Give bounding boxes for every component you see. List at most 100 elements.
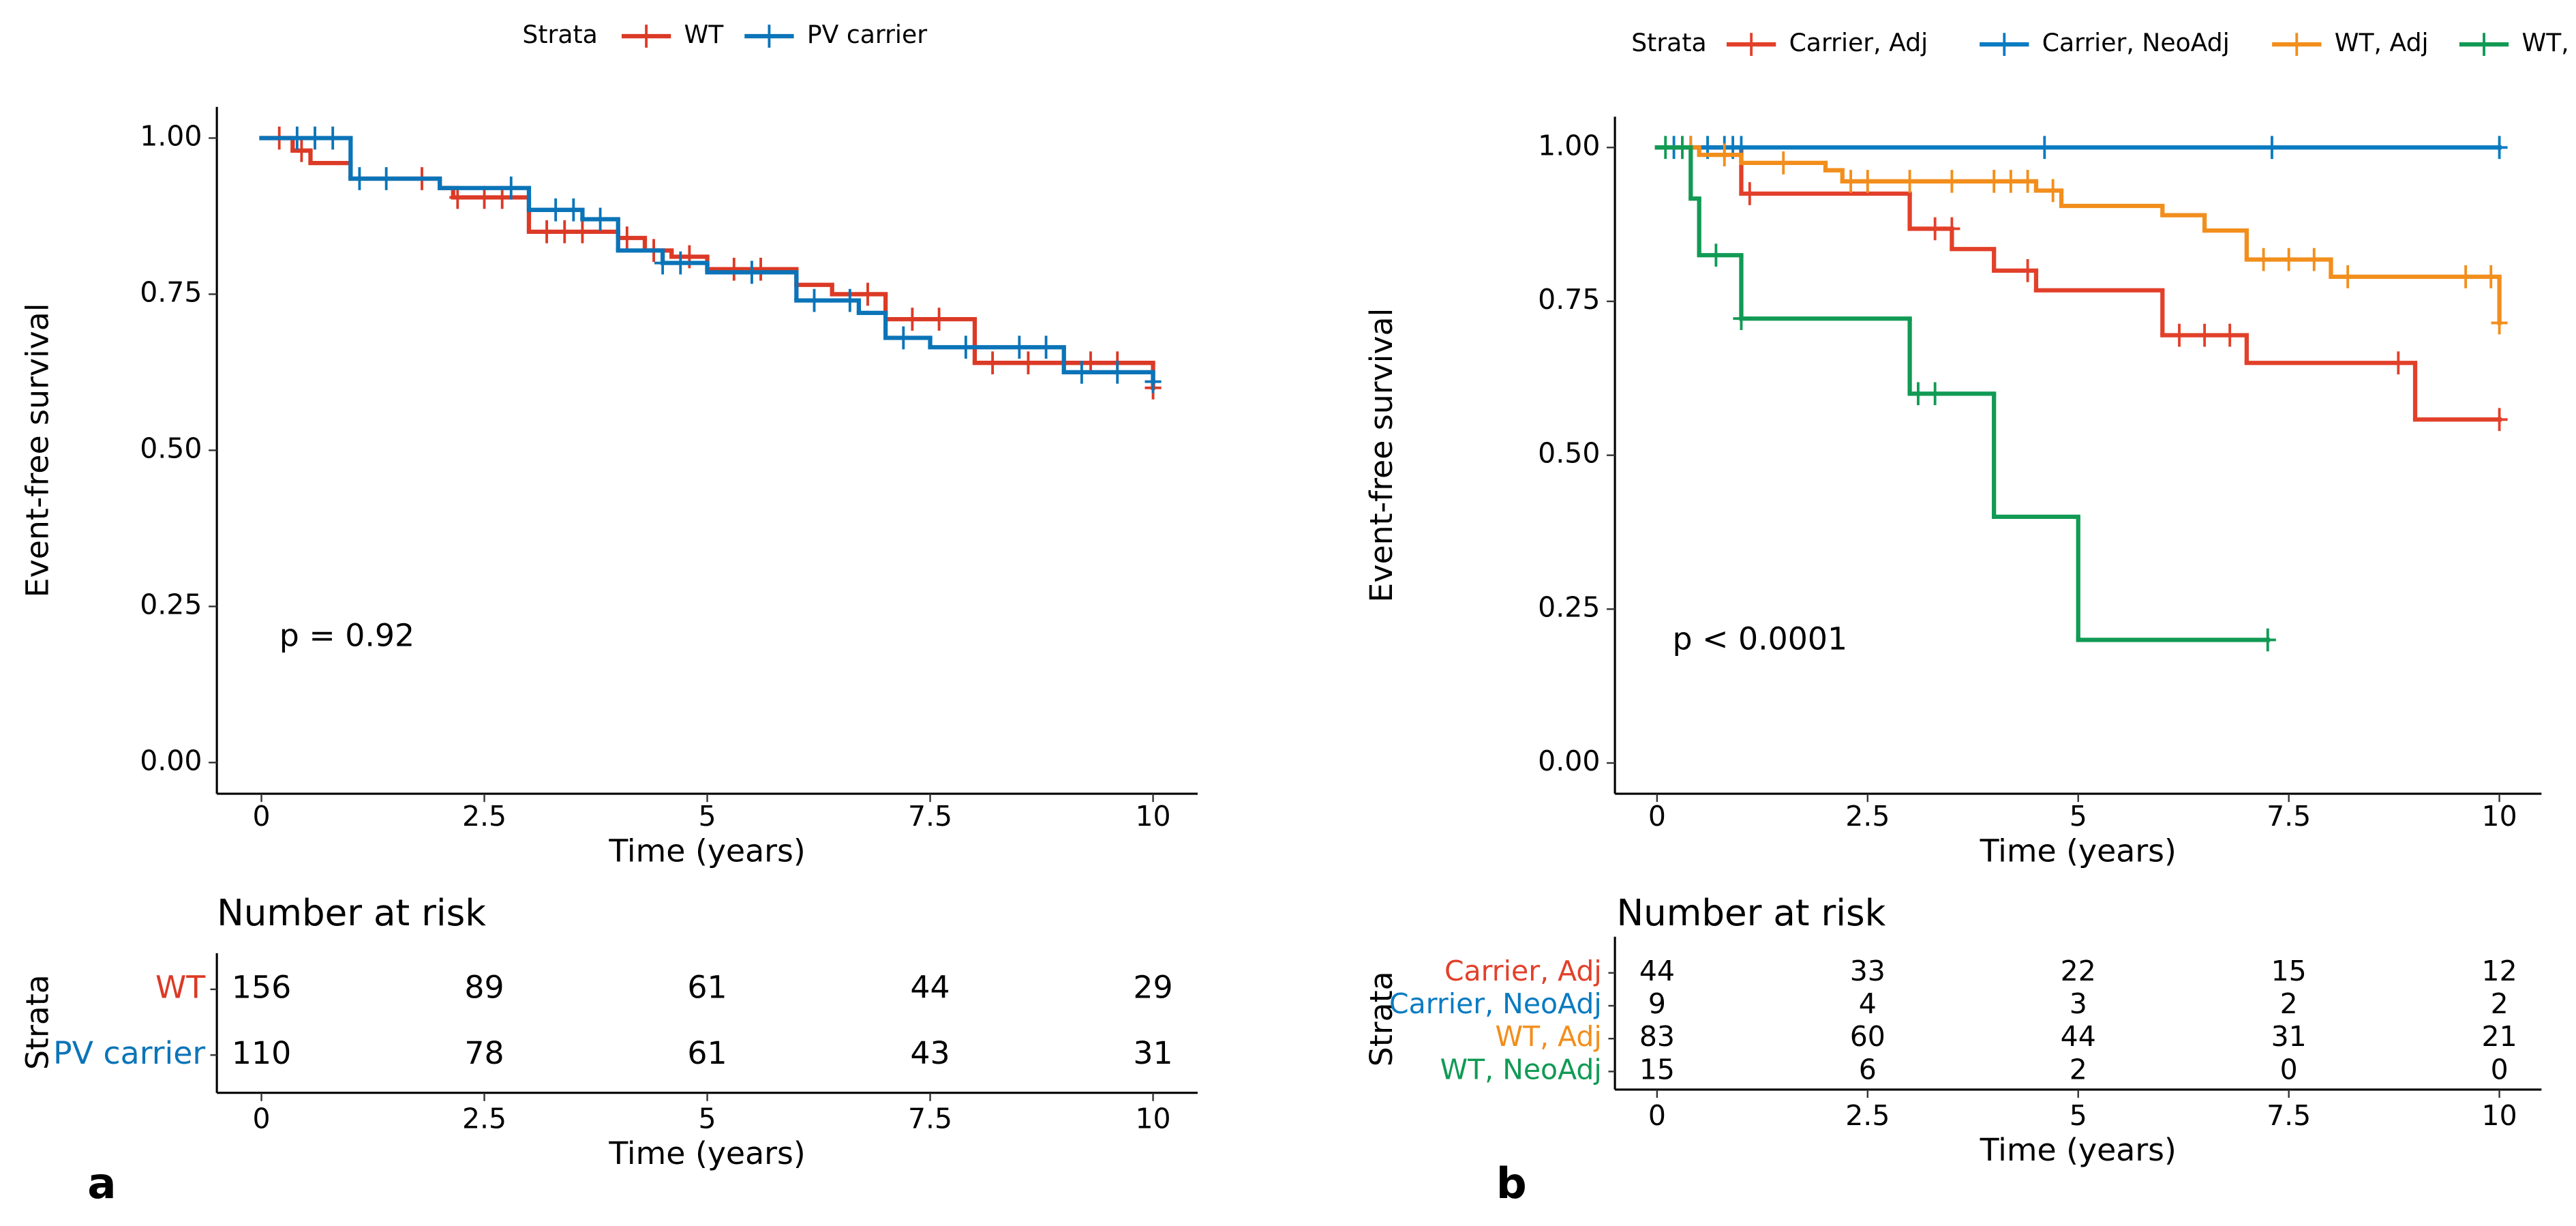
censor-mark [1926, 382, 1943, 406]
censor-mark [324, 126, 342, 150]
legend-label: PV carrier [807, 20, 927, 49]
censor-mark [1943, 170, 1960, 193]
y-tick-label: 1.00 [1538, 129, 1600, 162]
risk-x-tick-label: 5 [2070, 1099, 2087, 1132]
risk-table-ylabel: Strata [18, 974, 55, 1070]
censor-mark [2339, 265, 2357, 288]
risk-x-tick-label: 10 [2482, 1099, 2517, 1132]
censor-mark [2002, 170, 2019, 193]
risk-x-tick-label: 0 [252, 1103, 270, 1135]
censor-mark [288, 126, 305, 150]
censor-mark [1859, 170, 1876, 193]
censor-mark [1011, 335, 1028, 359]
risk-count: 9 [1648, 987, 1666, 1020]
y-tick-label: 0.50 [140, 432, 202, 464]
censor-mark [2222, 323, 2239, 347]
risk-table-title: Number at risk [1617, 892, 1886, 934]
legend-item: Carrier, Adj [1726, 28, 1928, 57]
x-tick-label: 5 [698, 800, 716, 833]
x-tick-label: 7.5 [2267, 800, 2311, 833]
censor-mark [293, 138, 310, 162]
censor-mark [592, 207, 609, 231]
censor-mark [1986, 170, 2003, 193]
censor-mark [743, 260, 760, 284]
y-axis-label: Event-free survival [18, 303, 55, 597]
risk-count: 2 [2280, 987, 2298, 1020]
censor-mark [556, 220, 573, 243]
censor-mark [672, 251, 689, 275]
risk-row-label: Carrier, NeoAdj [1389, 987, 1602, 1020]
censor-mark [1673, 136, 1691, 160]
legend-title: Strata [1631, 28, 1706, 57]
censor-mark [2390, 351, 2407, 375]
risk-count: 89 [464, 968, 504, 1005]
censor-mark [1909, 382, 1927, 406]
censor-mark [1708, 243, 1725, 267]
censor-mark [752, 257, 770, 281]
risk-x-tick-label: 2.5 [1845, 1099, 1890, 1132]
risk-count: 61 [687, 1034, 727, 1071]
legend-item: WT [621, 20, 724, 49]
risk-count: 15 [1639, 1053, 1675, 1086]
y-tick-label: 0.00 [1538, 745, 1600, 777]
risk-count: 21 [2482, 1020, 2517, 1053]
risk-count: 78 [464, 1034, 504, 1071]
risk-count: 0 [2280, 1053, 2298, 1086]
risk-row-label: PV carrier [53, 1034, 205, 1071]
p-value: p < 0.0001 [1672, 620, 1847, 657]
x-tick-label: 0 [1648, 800, 1666, 833]
censor-mark [930, 308, 948, 331]
x-tick-label: 5 [2070, 800, 2087, 833]
censor-mark [2457, 265, 2474, 288]
risk-count: 4 [1859, 987, 1877, 1020]
y-tick-label: 0.25 [140, 588, 202, 621]
risk-count: 156 [232, 968, 291, 1005]
censor-mark [904, 308, 921, 331]
censor-mark [984, 351, 1001, 375]
y-tick-label: 1.00 [140, 119, 202, 152]
risk-count: 29 [1133, 968, 1172, 1005]
risk-count: 61 [687, 968, 727, 1005]
x-tick-label: 10 [1135, 800, 1170, 833]
legend-item: WT, Adj [2272, 28, 2429, 57]
censor-mark [2036, 136, 2053, 160]
risk-x-tick-label: 10 [1135, 1103, 1170, 1135]
risk-count: 83 [1639, 1020, 1675, 1053]
survival-curve [259, 126, 1162, 393]
legend-item: PV carrier [744, 20, 927, 49]
censor-mark [351, 167, 368, 190]
panel: 0.00 0.25 0.50 0.75 1.00 0 2.5 5 7.5 10 Time (year… [1363, 28, 2576, 1208]
y-tick-label: 0.75 [1538, 283, 1600, 316]
censor-mark [1109, 361, 1126, 384]
censor-mark [1145, 370, 1162, 393]
censor-mark [2259, 628, 2276, 652]
censor-mark [895, 326, 912, 350]
censor-mark [1716, 143, 1733, 166]
censor-mark [2491, 136, 2508, 160]
risk-table: Number at risk Strata WT 156 89 61 44 29 PV carr… [18, 892, 1198, 1171]
censor-mark [1733, 307, 1750, 331]
risk-count: 44 [910, 968, 950, 1005]
y-tick-label: 0.00 [140, 744, 202, 777]
risk-count: 31 [1133, 1034, 1172, 1071]
legend-label: Carrier, NeoAdj [2042, 28, 2230, 57]
censor-mark [378, 167, 395, 190]
risk-row-label: WT, NeoAdj [1440, 1053, 1602, 1086]
legend-label: Carrier, Adj [1789, 28, 1928, 57]
risk-x-tick-label: 2.5 [462, 1103, 506, 1135]
legend-label: WT, Adj [2335, 28, 2429, 57]
censor-mark [574, 220, 591, 243]
risk-count: 44 [2061, 1020, 2096, 1053]
risk-x-tick-label: 7.5 [2267, 1099, 2311, 1132]
censor-mark [1657, 136, 1674, 160]
risk-row-label: WT [155, 968, 206, 1005]
censor-mark [618, 226, 635, 250]
censor-mark [725, 257, 742, 281]
risk-x-tick-label: 7.5 [908, 1103, 952, 1135]
x-tick-label: 2.5 [462, 800, 506, 833]
censor-mark [2491, 311, 2508, 335]
censor-mark [1073, 361, 1090, 384]
risk-count: 31 [2271, 1020, 2307, 1053]
